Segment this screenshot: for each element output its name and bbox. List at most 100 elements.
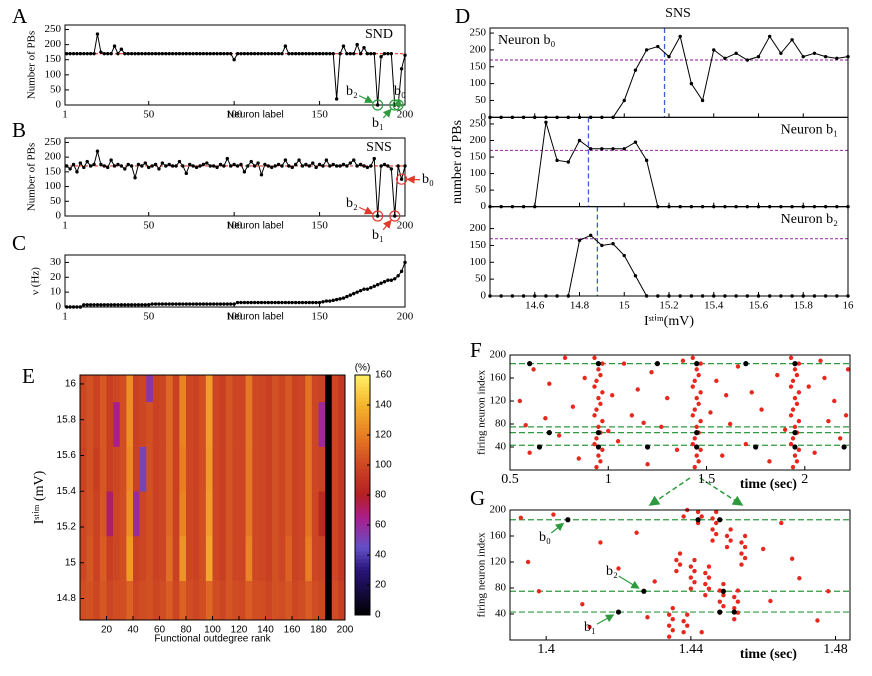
- heatmap-cell: [146, 580, 154, 621]
- colorbar-swatch: [355, 476, 370, 481]
- data-point: [218, 162, 223, 167]
- data-line: [66, 33, 406, 106]
- heatmap-cell: [126, 580, 134, 621]
- plot-frame: [509, 509, 851, 641]
- data-point: [123, 167, 127, 171]
- data-point: [116, 303, 120, 307]
- spike: [822, 375, 827, 381]
- spike: [710, 527, 715, 532]
- heatmap-cell: [199, 446, 207, 492]
- heatmap-cell: [212, 491, 220, 537]
- colorbar-swatch: [355, 543, 370, 548]
- panel-name: Neuron b₁: [781, 123, 838, 138]
- heatmap-cell: [192, 446, 200, 492]
- data-point: [225, 51, 230, 56]
- y-tick-label: 0: [481, 290, 487, 302]
- data-point: [273, 51, 277, 56]
- data-point: [622, 253, 626, 258]
- spike: [595, 444, 602, 450]
- data-point: [270, 51, 274, 56]
- data-point: [273, 164, 277, 168]
- heatmap-cell: [99, 446, 107, 492]
- data-point: [123, 51, 127, 56]
- heatmap-cell: [239, 491, 246, 537]
- highlight-ring: [395, 173, 408, 185]
- heatmap-cell: [331, 375, 339, 403]
- data-point: [300, 164, 305, 168]
- heatmap-cell: [113, 401, 121, 447]
- x-axis-label: time (sec): [740, 647, 797, 662]
- spike: [792, 361, 798, 367]
- x-tick-label: 40: [127, 625, 139, 636]
- heatmap-cell: [93, 535, 101, 581]
- colorbar-swatch: [355, 390, 370, 395]
- y-tick-label: 150: [45, 165, 62, 177]
- heatmap-cell: [172, 491, 180, 537]
- spike: [547, 381, 552, 386]
- data-point: [88, 303, 93, 307]
- data-point: [331, 51, 335, 56]
- data-point: [222, 51, 226, 56]
- data-point: [311, 51, 315, 56]
- x-tick-label: 200: [397, 220, 414, 232]
- colorbar-swatch: [355, 588, 370, 593]
- data-point: [239, 162, 243, 167]
- data-point: [95, 303, 100, 307]
- colorbar-tick-label: 140: [375, 400, 392, 411]
- heatmap-cell: [311, 446, 319, 492]
- x-tick-label: 140: [257, 625, 274, 636]
- spike: [695, 517, 701, 523]
- data-point: [109, 158, 113, 162]
- spike: [710, 516, 715, 521]
- data-point: [276, 51, 281, 56]
- annotation: b₂: [346, 84, 358, 99]
- spike: [556, 433, 562, 438]
- heatmap-cell: [139, 375, 147, 403]
- x-tick-label: 14.6: [525, 300, 545, 312]
- x-tick-label: 1.44: [679, 642, 704, 657]
- colorbar-swatch: [355, 442, 370, 447]
- plot-frame: [64, 137, 406, 217]
- data-point: [324, 51, 329, 56]
- y-tick-label: 150: [470, 151, 487, 163]
- data-point: [208, 302, 212, 306]
- spike: [680, 358, 686, 363]
- y-axis-label: firing neuron index: [476, 370, 488, 455]
- heatmap-cell: [331, 446, 339, 492]
- heatmap-cell: [166, 401, 174, 447]
- data-point: [633, 68, 638, 72]
- spike: [677, 551, 683, 556]
- data-point: [109, 51, 113, 56]
- y-tick-label: 200: [45, 151, 62, 163]
- heatmap-cell: [219, 535, 227, 581]
- highlight-ring: [389, 210, 401, 222]
- y-tick-label: 160: [490, 530, 507, 542]
- data-point: [153, 162, 158, 167]
- x-tick-label: 100: [204, 625, 221, 636]
- heatmap-cell: [278, 446, 286, 492]
- data-point: [304, 300, 308, 305]
- spike: [692, 557, 697, 563]
- heatmap-cell: [106, 491, 114, 537]
- data-point: [756, 54, 761, 59]
- colorbar-swatch: [355, 405, 370, 410]
- data-point: [280, 300, 284, 305]
- colorbar-swatch: [355, 438, 370, 443]
- heatmap-cell: [252, 401, 260, 447]
- data-point: [280, 164, 284, 168]
- data-point: [334, 164, 339, 168]
- heatmap-cell: [272, 375, 280, 403]
- spike: [666, 623, 672, 628]
- data-point: [194, 302, 199, 306]
- data-point: [201, 302, 206, 306]
- x-tick-label: 150: [311, 109, 328, 121]
- colorbar-swatch: [355, 423, 370, 428]
- y-axis-label: Number of PBs: [26, 143, 38, 211]
- heatmap-cell: [325, 491, 333, 537]
- colorbar-swatch: [355, 393, 370, 398]
- heatmap-cell: [205, 491, 213, 537]
- heatmap-cell: [133, 401, 140, 447]
- data-point: [157, 302, 161, 306]
- heatmap-cell: [126, 535, 134, 581]
- y-tick-label: 80: [495, 582, 507, 594]
